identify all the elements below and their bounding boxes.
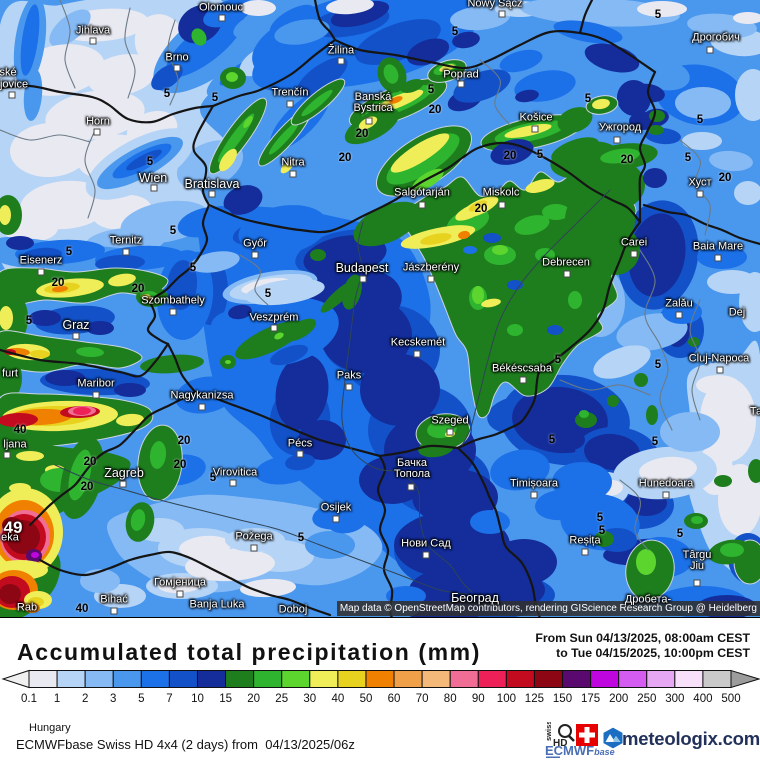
svg-text:7: 7 (166, 693, 172, 705)
svg-text:15: 15 (219, 693, 232, 705)
svg-text:500: 500 (721, 693, 740, 705)
svg-text:300: 300 (665, 693, 684, 705)
svg-text:175: 175 (581, 693, 600, 705)
svg-text:80: 80 (444, 693, 457, 705)
svg-text:150: 150 (553, 693, 572, 705)
svg-text:60: 60 (388, 693, 401, 705)
svg-text:25: 25 (275, 693, 288, 705)
svg-text:1: 1 (54, 693, 60, 705)
svg-text:200: 200 (609, 693, 628, 705)
svg-text:HD: HD (553, 738, 567, 749)
svg-text:20: 20 (247, 693, 260, 705)
svg-text:10: 10 (191, 693, 204, 705)
svg-text:5: 5 (138, 693, 144, 705)
svg-text:50: 50 (360, 693, 373, 705)
svg-text:30: 30 (303, 693, 316, 705)
svg-text:2: 2 (82, 693, 88, 705)
svg-text:swiss: swiss (544, 722, 553, 741)
svg-text:125: 125 (525, 693, 544, 705)
svg-text:70: 70 (416, 693, 429, 705)
svg-text:3: 3 (110, 693, 116, 705)
svg-text:40: 40 (332, 693, 345, 705)
svg-text:90: 90 (472, 693, 485, 705)
svg-text:400: 400 (693, 693, 712, 705)
svg-text:100: 100 (497, 693, 516, 705)
svg-text:ECMWFbase: ECMWFbase (545, 743, 615, 758)
svg-text:0.1: 0.1 (21, 693, 37, 705)
svg-text:250: 250 (637, 693, 656, 705)
